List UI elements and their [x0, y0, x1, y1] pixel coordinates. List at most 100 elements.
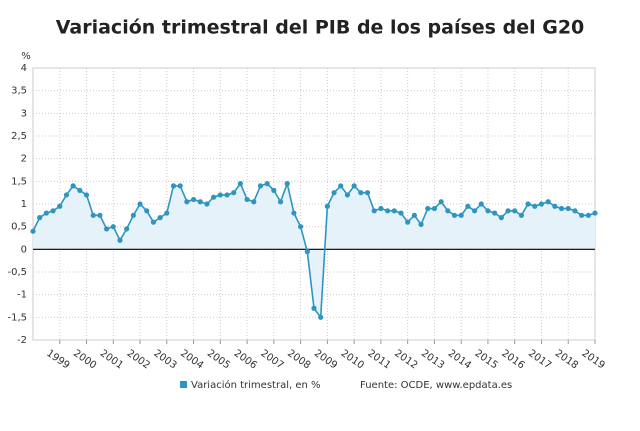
- point: [458, 212, 464, 218]
- point: [184, 199, 190, 205]
- x-tick-label: 2019: [580, 348, 607, 372]
- point: [378, 205, 384, 212]
- point: [498, 215, 504, 221]
- point: [137, 201, 143, 207]
- x-tick-label: 2012: [392, 348, 419, 372]
- point: [351, 183, 357, 189]
- point: [197, 199, 203, 205]
- point: [572, 208, 578, 214]
- point: [525, 201, 531, 207]
- point: [170, 183, 177, 189]
- x-tick-label: 2017: [526, 348, 553, 372]
- y-tick-label: -1: [17, 290, 27, 301]
- y-tick-label: -2: [17, 335, 27, 346]
- x-tick-label: 2015: [473, 348, 500, 372]
- y-tick-label: 1,5: [11, 176, 27, 187]
- point: [438, 199, 444, 205]
- point: [63, 192, 70, 198]
- point: [37, 215, 43, 221]
- y-tick-label: 3: [21, 108, 27, 119]
- point: [97, 212, 103, 218]
- point: [371, 208, 377, 214]
- point: [505, 208, 511, 214]
- point: [364, 190, 371, 196]
- point: [492, 210, 498, 216]
- point: [451, 212, 458, 218]
- point: [284, 181, 290, 187]
- point: [77, 187, 83, 193]
- point: [445, 208, 451, 214]
- point: [291, 210, 297, 216]
- x-tick-label: 2006: [232, 348, 259, 372]
- y-tick-label: 2,5: [11, 131, 27, 142]
- point: [311, 305, 317, 311]
- point: [579, 212, 585, 218]
- point: [251, 199, 257, 205]
- point: [130, 212, 136, 218]
- point: [331, 190, 337, 196]
- point: [244, 196, 250, 203]
- point: [324, 203, 330, 209]
- point: [538, 201, 545, 207]
- y-tick-label: 1: [21, 199, 27, 210]
- point: [565, 205, 571, 212]
- point: [164, 210, 170, 216]
- y-tick-label: 3,5: [11, 86, 27, 97]
- point: [358, 190, 364, 196]
- x-tick-label: 2007: [258, 348, 285, 372]
- point: [465, 203, 471, 209]
- point: [231, 190, 237, 196]
- point: [425, 205, 431, 212]
- point: [418, 221, 424, 227]
- x-tick-label: 1999: [44, 348, 71, 372]
- x-tick-label: 2011: [365, 348, 392, 372]
- x-tick-label: 2002: [125, 348, 152, 372]
- point: [50, 208, 56, 214]
- x-tick-label: 2001: [98, 348, 125, 372]
- point: [391, 208, 397, 214]
- point: [532, 203, 538, 209]
- point: [103, 226, 110, 232]
- point: [177, 183, 183, 189]
- y-tick-label: 4: [21, 63, 27, 74]
- point: [190, 196, 197, 203]
- point: [150, 219, 157, 225]
- point: [585, 212, 591, 218]
- point: [211, 194, 217, 200]
- x-tick-label: 2014: [446, 348, 473, 372]
- point: [70, 183, 76, 189]
- point: [471, 208, 478, 214]
- point: [144, 208, 150, 214]
- point: [83, 192, 90, 198]
- point: [271, 187, 277, 193]
- x-tick-label: 2004: [178, 348, 205, 372]
- point: [552, 203, 558, 209]
- source: Fuente: OCDE, www.epdata.es: [360, 380, 512, 391]
- x-tick-label: 2010: [339, 348, 366, 372]
- point: [204, 201, 210, 207]
- point: [237, 181, 244, 187]
- x-tick-label: 2008: [285, 348, 312, 372]
- point: [478, 201, 484, 207]
- x-tick-label: 2000: [71, 348, 98, 372]
- point: [157, 215, 163, 221]
- point: [117, 237, 123, 243]
- point: [57, 203, 63, 209]
- point: [398, 210, 404, 216]
- x-tick-label: 2013: [419, 348, 446, 372]
- point: [592, 210, 598, 216]
- x-tick-label: 2018: [553, 348, 580, 372]
- point: [411, 212, 417, 218]
- x-tick-label: 2003: [151, 348, 178, 372]
- point: [485, 208, 491, 214]
- point: [431, 205, 438, 212]
- y-axis-label: %: [21, 51, 31, 62]
- x-tick-label: 2005: [205, 348, 232, 372]
- point: [304, 249, 310, 255]
- point: [264, 181, 270, 187]
- point: [558, 205, 565, 212]
- point: [338, 183, 344, 189]
- point: [30, 228, 36, 234]
- chart-title: Variación trimestral del PIB de los país…: [56, 17, 585, 39]
- x-tick-label: 2009: [312, 348, 339, 372]
